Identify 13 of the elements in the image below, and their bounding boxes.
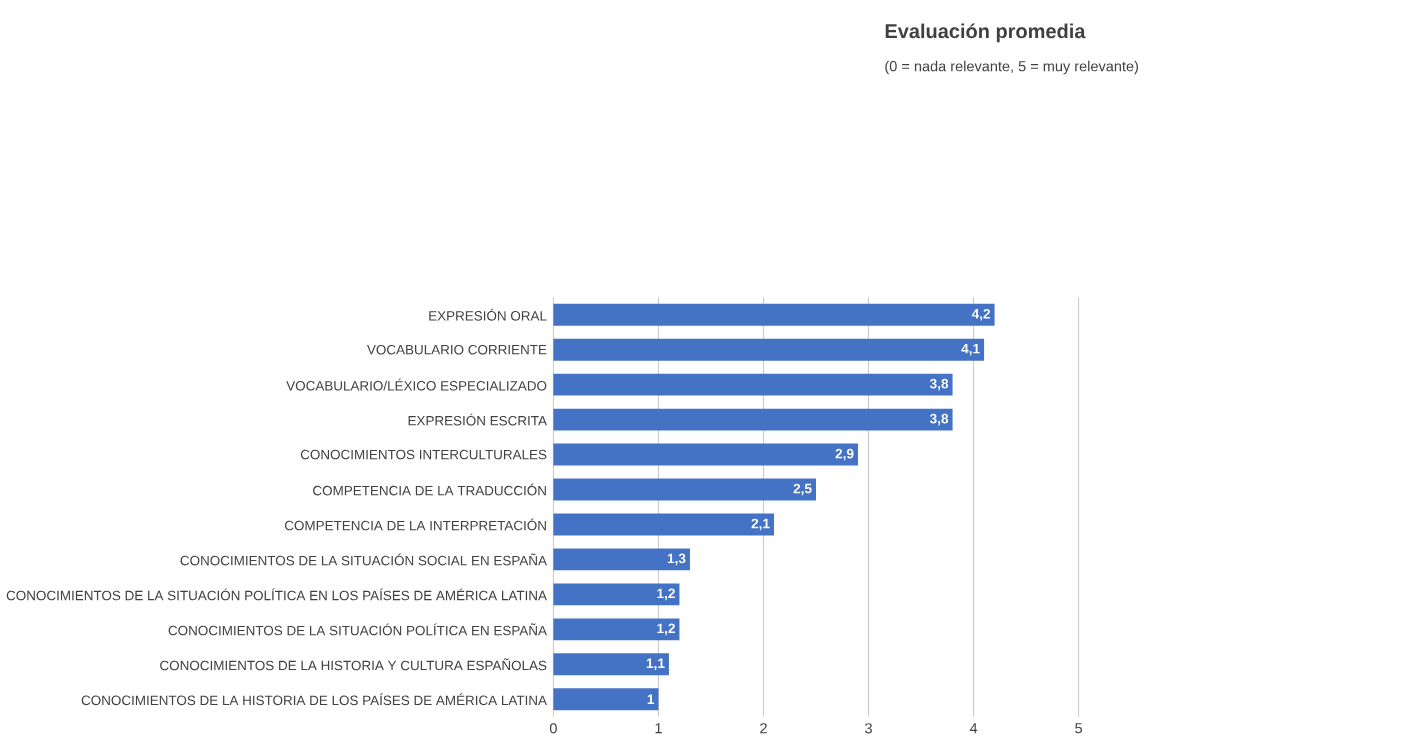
bar (553, 304, 995, 326)
bar (553, 653, 669, 676)
bar (553, 373, 953, 396)
bar (553, 688, 659, 711)
bar (553, 478, 817, 501)
chart-title: Evaluación promedia (885, 23, 1086, 43)
bar (553, 583, 680, 606)
bar (553, 618, 680, 641)
bar (553, 548, 690, 571)
bar (553, 513, 774, 536)
bar (553, 339, 985, 361)
bar (553, 443, 859, 466)
bar (553, 408, 953, 431)
